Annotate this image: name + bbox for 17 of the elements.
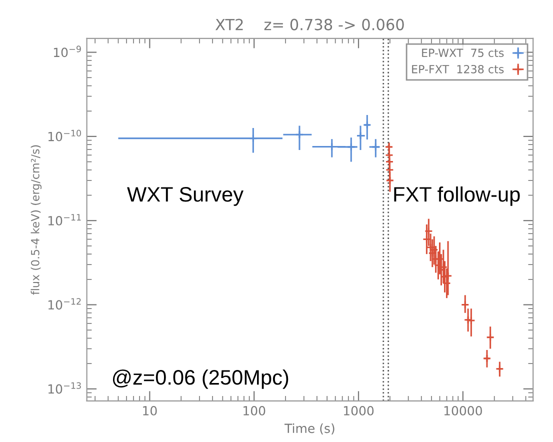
y-tick-label: 10$^{−10}$ <box>48 130 81 142</box>
x-tick-label: 10000 <box>444 406 482 416</box>
x-tick-label: 10 <box>143 406 157 416</box>
y-tick-label: 10$^{−11}$ <box>48 214 81 226</box>
x-axis-title: Time (s) <box>284 423 334 435</box>
y-tick-label: 10$^{−13}$ <box>48 382 81 394</box>
y-tick-label: 10$^{−9}$ <box>54 46 81 58</box>
annotation: WXT Survey <box>127 187 244 206</box>
y-axis-title: flux (0.5-4 keV) (erg/cm²/s) <box>30 145 42 295</box>
annotation: @z=0.06 (250Mpc) <box>113 369 288 389</box>
annotation: FXT follow-up <box>394 186 520 206</box>
legend-label: EP-WXT 75 cts <box>422 48 504 58</box>
chart-title: XT2 z= 0.738 -> 0.060 <box>215 18 404 30</box>
legend-label: EP-FXT 1238 cts <box>412 64 504 74</box>
y-tick-label: 10$^{−12}$ <box>48 298 81 310</box>
x-tick-label: 100 <box>244 406 266 416</box>
x-tick-label: 1000 <box>344 406 374 416</box>
